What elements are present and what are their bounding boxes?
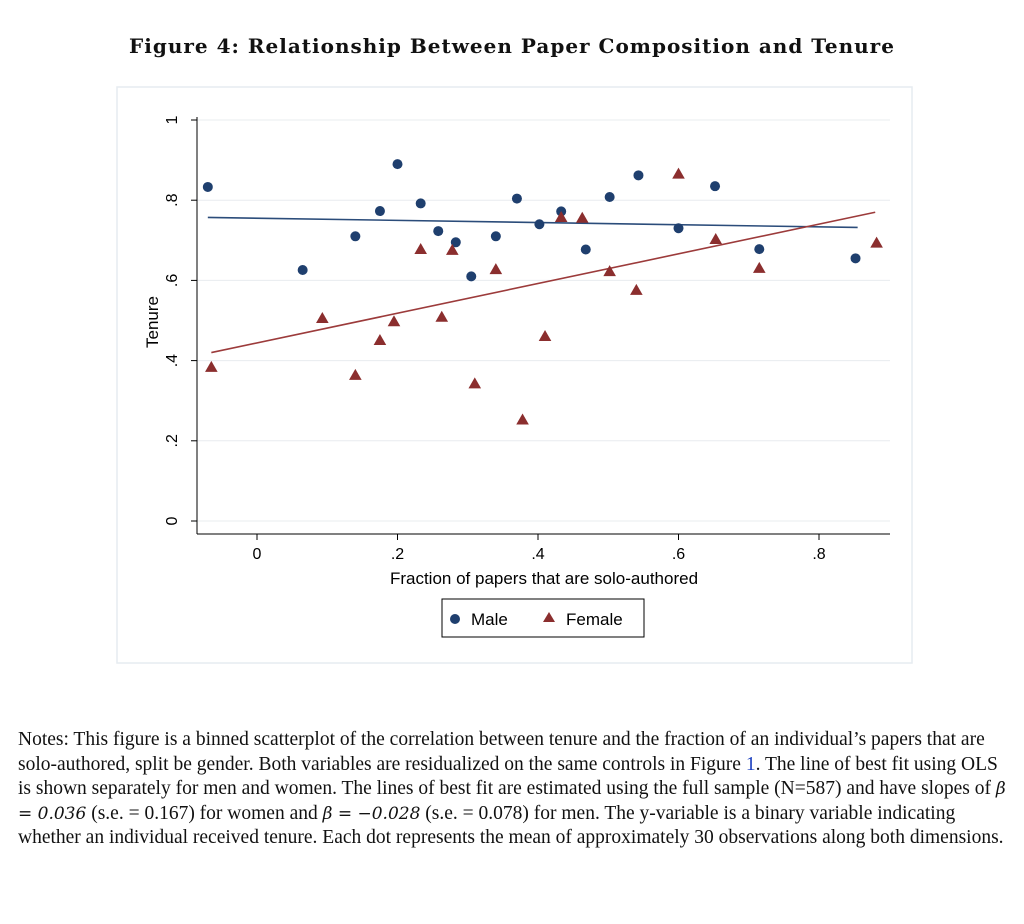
legend-female-label: Female	[566, 610, 623, 629]
female-point-16	[672, 167, 685, 179]
female-point-4	[387, 315, 401, 327]
female-point-17	[709, 232, 723, 244]
female-point-18	[752, 261, 766, 273]
fit-lines	[207, 211, 876, 354]
female-point-3	[373, 334, 387, 346]
male-point-19	[850, 253, 861, 264]
notes-text-2: . The line of best fit using OLS is show…	[18, 753, 998, 800]
y-tick-label-3: .6	[164, 274, 181, 287]
male-point-16	[673, 223, 684, 234]
female-point-5	[414, 243, 427, 255]
male-point-15	[633, 170, 644, 181]
male-point-8	[466, 271, 477, 282]
male-point-18	[754, 244, 765, 255]
female-point-19	[870, 236, 883, 248]
chart-outer-frame	[116, 86, 913, 664]
y-tick-label-0: 0	[164, 516, 181, 525]
female-point-7	[445, 243, 459, 255]
male-point-7	[450, 237, 461, 248]
grid-layer	[197, 119, 890, 522]
legend-male-label: Male	[471, 610, 508, 629]
notes-text-4: (s.e. = 0.078) for men. The y-variable i…	[18, 802, 1004, 849]
figure-1-link[interactable]: 1	[745, 753, 756, 775]
y-tick-label-4: .8	[164, 193, 181, 206]
male-fit-line	[207, 216, 858, 229]
male-point-13	[580, 244, 591, 255]
notes-text-3: (s.e. = 0.167) for women and	[86, 802, 323, 824]
male-point-0	[202, 181, 213, 192]
x-axis-label: Fraction of papers that are solo-authore…	[390, 569, 698, 588]
beta-men: β = −0.028	[322, 803, 421, 824]
male-point-17	[710, 181, 721, 192]
female-point-14	[603, 265, 616, 277]
male-point-5	[415, 198, 426, 209]
figure-title-prefix: Figure 4:	[129, 34, 240, 58]
male-point-2	[350, 231, 361, 242]
female-point-15	[630, 283, 643, 295]
x-tick-label-1: .2	[391, 546, 404, 563]
female-fit-line	[211, 211, 876, 354]
legend-female-marker	[543, 612, 555, 622]
male-point-3	[374, 206, 385, 217]
female-point-12	[554, 210, 568, 222]
notes-text-1: Notes: This figure is a binned scatterpl…	[18, 729, 985, 775]
tick-layer: 0 .2 .4 .6 .8 1 0 .2 .4 .6 .8	[164, 115, 826, 563]
male-point-10	[511, 193, 522, 204]
female-point-11	[538, 330, 552, 342]
male-point-6	[433, 226, 444, 237]
legend-box	[441, 598, 645, 638]
male-point-4	[392, 159, 403, 170]
x-tick-label-0: 0	[253, 546, 262, 563]
legend-male-marker	[450, 614, 460, 624]
male-point-11	[534, 219, 545, 230]
male-point-1	[297, 264, 308, 275]
axis-layer	[196, 117, 890, 535]
female-point-0	[205, 360, 218, 372]
beta-women: β = 0.036	[18, 779, 1006, 824]
male-point-14	[604, 191, 615, 202]
data-points	[202, 159, 883, 425]
y-axis-label: Tenure	[143, 296, 162, 348]
female-point-13	[575, 211, 589, 223]
scatter-chart: 0 .2 .4 .6 .8 1 0 .2 .4 .6 .8 Tenure Fraction of p…	[116, 86, 913, 664]
female-point-9	[489, 263, 503, 275]
female-point-6	[435, 310, 449, 322]
figure-notes: Notes: This figure is a binned scatterpl…	[18, 728, 1008, 851]
y-tick-label-1: .2	[164, 434, 181, 447]
female-point-1	[316, 311, 329, 323]
female-point-2	[349, 368, 362, 380]
y-tick-label-5: 1	[164, 115, 181, 124]
female-point-10	[516, 413, 529, 425]
male-point-9	[490, 231, 501, 242]
female-point-8	[468, 377, 482, 389]
x-tick-label-3: .6	[672, 546, 685, 563]
legend: Male Female	[441, 598, 645, 638]
x-tick-label-4: .8	[812, 546, 825, 563]
figure-title-text: Relationship Between Paper Composition a…	[247, 34, 895, 58]
y-tick-label-2: .4	[164, 354, 181, 367]
figure-title: Figure 4: Relationship Between Paper Com…	[0, 34, 1024, 58]
x-tick-label-2: .4	[531, 546, 544, 563]
